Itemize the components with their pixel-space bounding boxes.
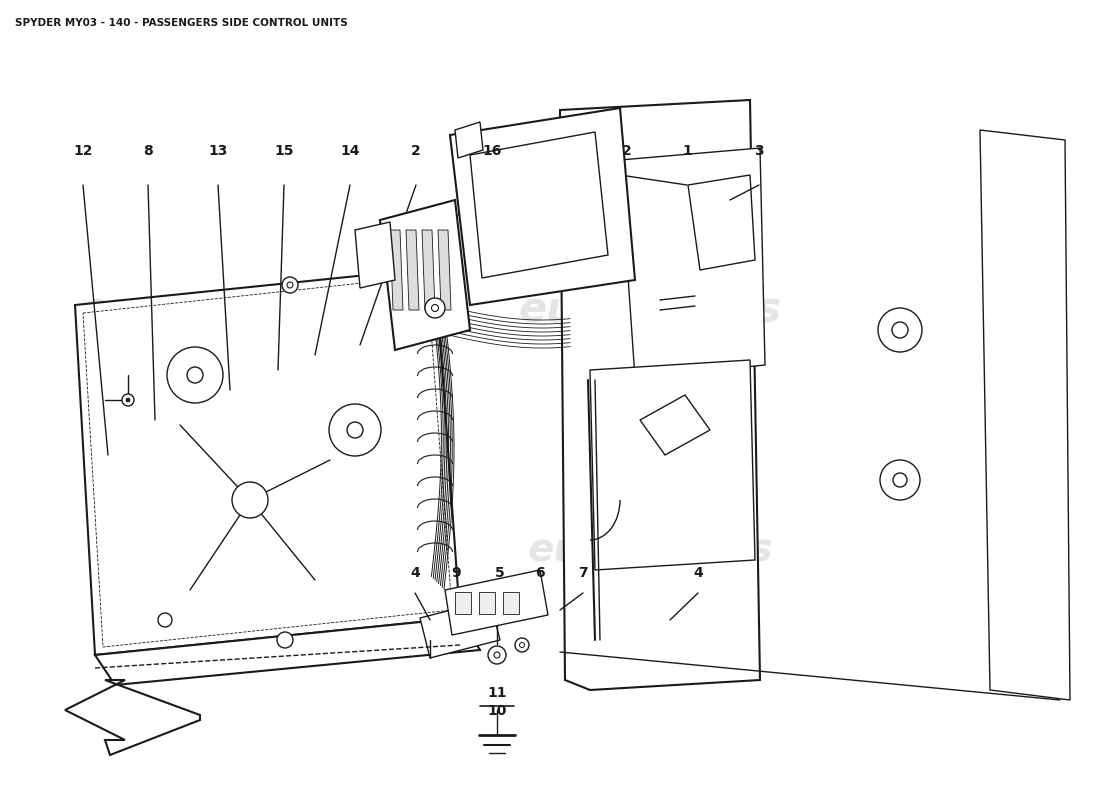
- Circle shape: [494, 652, 501, 658]
- Text: 5: 5: [495, 566, 505, 580]
- Polygon shape: [688, 175, 755, 270]
- Polygon shape: [455, 592, 471, 614]
- Text: 3: 3: [755, 144, 763, 158]
- Circle shape: [488, 646, 506, 664]
- Circle shape: [277, 632, 293, 648]
- Polygon shape: [620, 148, 764, 378]
- Text: 10: 10: [487, 704, 507, 718]
- Circle shape: [515, 638, 529, 652]
- Circle shape: [431, 305, 439, 311]
- Polygon shape: [95, 618, 480, 685]
- Polygon shape: [478, 592, 495, 614]
- Polygon shape: [438, 230, 451, 310]
- Polygon shape: [455, 122, 483, 158]
- Text: 1: 1: [682, 144, 692, 158]
- Circle shape: [892, 322, 907, 338]
- Polygon shape: [640, 395, 710, 455]
- Circle shape: [893, 473, 907, 487]
- Text: 4: 4: [410, 566, 420, 580]
- Text: SPYDER MY03 - 140 - PASSENGERS SIDE CONTROL UNITS: SPYDER MY03 - 140 - PASSENGERS SIDE CONT…: [15, 18, 348, 28]
- Circle shape: [329, 404, 381, 456]
- Polygon shape: [470, 132, 608, 278]
- Polygon shape: [390, 230, 403, 310]
- Polygon shape: [450, 108, 635, 305]
- Text: 2: 2: [623, 144, 631, 158]
- Polygon shape: [980, 130, 1070, 700]
- Circle shape: [282, 277, 298, 293]
- Circle shape: [126, 398, 130, 402]
- Polygon shape: [420, 600, 500, 658]
- Polygon shape: [422, 230, 435, 310]
- Circle shape: [878, 308, 922, 352]
- Circle shape: [122, 394, 134, 406]
- Text: 11: 11: [487, 686, 507, 700]
- Text: 2: 2: [411, 144, 421, 158]
- Polygon shape: [379, 200, 470, 350]
- Text: 8: 8: [143, 144, 153, 158]
- Text: eurospares: eurospares: [527, 531, 773, 569]
- Circle shape: [880, 460, 920, 500]
- Polygon shape: [560, 100, 760, 690]
- Polygon shape: [590, 360, 755, 570]
- Circle shape: [167, 347, 223, 403]
- Text: 13: 13: [208, 144, 228, 158]
- Text: 12: 12: [74, 144, 92, 158]
- Text: 9: 9: [451, 566, 461, 580]
- Circle shape: [519, 642, 525, 647]
- Polygon shape: [406, 230, 419, 310]
- Text: 14: 14: [340, 144, 360, 158]
- Text: eurospares: eurospares: [518, 289, 782, 331]
- Text: 4: 4: [693, 566, 703, 580]
- Circle shape: [287, 282, 293, 288]
- Polygon shape: [75, 268, 460, 655]
- Circle shape: [232, 482, 268, 518]
- Polygon shape: [355, 222, 395, 288]
- Text: eurospares: eurospares: [79, 289, 361, 331]
- Circle shape: [187, 367, 204, 383]
- Circle shape: [158, 613, 172, 627]
- Circle shape: [346, 422, 363, 438]
- Circle shape: [425, 298, 446, 318]
- Polygon shape: [446, 570, 548, 635]
- Text: 6: 6: [536, 566, 544, 580]
- Polygon shape: [503, 592, 519, 614]
- Polygon shape: [65, 680, 200, 755]
- Text: 7: 7: [579, 566, 587, 580]
- Text: 15: 15: [274, 144, 294, 158]
- Text: 16: 16: [482, 144, 502, 158]
